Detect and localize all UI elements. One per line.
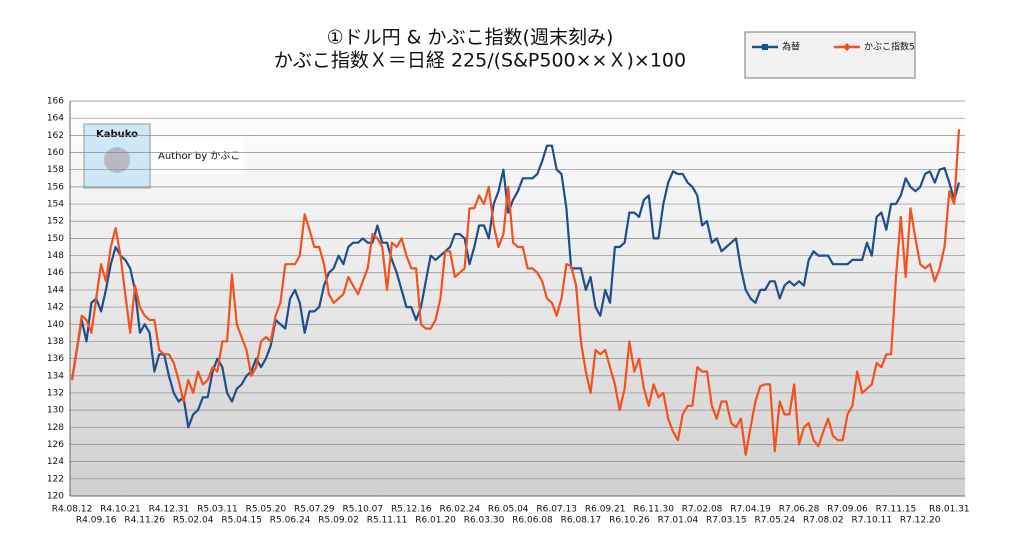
x-tick-label: R6.07.13 (536, 505, 577, 515)
x-tick-label: R7.04.19 (730, 505, 771, 515)
y-tick-label: 164 (47, 114, 64, 124)
y-tick-label: 154 (47, 200, 64, 210)
x-tick-label: R6.03.30 (464, 516, 505, 526)
y-tick-label: 162 (47, 131, 64, 141)
y-tick-label: 122 (47, 474, 64, 484)
y-tick-label: 160 (47, 148, 64, 158)
x-tick-label: R5.12.16 (391, 505, 432, 515)
x-tick-label: R6.09.21 (585, 505, 626, 515)
legend-marker (762, 44, 768, 50)
y-tick-label: 138 (47, 337, 64, 347)
y-tick-label: 128 (47, 423, 64, 433)
author-box (152, 138, 244, 174)
x-tick-label: R6.01.20 (415, 516, 456, 526)
x-tick-label: R7.08.02 (803, 516, 844, 526)
legend-label: かぶこ指数5 (864, 41, 915, 53)
author: Author by かぶこ (158, 150, 240, 162)
y-tick-label: 146 (47, 268, 64, 278)
y-tick-label: 158 (47, 165, 64, 175)
y-tick-label: 144 (47, 285, 64, 295)
x-tick-label: R6.10.26 (609, 516, 650, 526)
x-tick-label: R6.05.04 (488, 505, 529, 515)
logo-cat (104, 147, 130, 173)
x-tick-label: R6.02.24 (439, 505, 480, 515)
x-tick-label: R6.06.08 (512, 516, 553, 526)
x-tick-label: R7.02.08 (682, 505, 723, 515)
x-tick-label: R7.05.24 (755, 516, 796, 526)
x-tick-label: R7.12.20 (900, 516, 941, 526)
x-tick-label: R5.06.24 (270, 516, 311, 526)
x-tick-label: R6.11.30 (633, 505, 674, 515)
legend-marker (843, 43, 851, 51)
x-tick-label: R5.09.02 (318, 516, 359, 526)
y-tick-label: 150 (47, 234, 64, 244)
series-line (70, 129, 961, 456)
x-tick-label: R5.05.20 (246, 505, 287, 515)
x-tick-label: R4.11.26 (124, 516, 165, 526)
legend-box (744, 31, 916, 79)
x-tick-label: R4.12.31 (149, 505, 190, 515)
x-tick-label: R7.01.04 (658, 516, 699, 526)
logo-text: Kabuko (96, 129, 138, 140)
x-tick-label: R5.11.11 (367, 516, 408, 526)
y-tick-label: 152 (47, 217, 64, 227)
x-tick-label: R7.11.15 (876, 505, 917, 515)
x-tick-label: R5.03.11 (197, 505, 238, 515)
y-tick-label: 132 (47, 388, 64, 398)
y-tick-label: 140 (47, 320, 64, 330)
x-tick-label: R6.08.17 (561, 516, 602, 526)
x-tick-label: R5.07.29 (294, 505, 335, 515)
y-tick-label: 126 (47, 440, 64, 450)
y-tick-label: 124 (47, 457, 64, 467)
y-tick-label: 142 (47, 303, 64, 313)
chart-title: ①ドル円 & かぶこ指数(週末刻み) (327, 27, 614, 49)
x-tick-label: R5.04.15 (221, 516, 262, 526)
x-tick-label: R4.08.12 (52, 505, 93, 515)
y-tick-label: 148 (47, 251, 64, 261)
y-tick-label: 130 (47, 406, 64, 416)
y-tick-label: 136 (47, 354, 64, 364)
y-tick-label: 156 (47, 182, 64, 192)
x-tick-label: R7.09.06 (827, 505, 868, 515)
x-tick-label: R4.09.16 (76, 516, 117, 526)
x-tick-label: R8.01.31 (929, 505, 970, 515)
x-tick-label: R5.10.07 (343, 505, 384, 515)
x-tick-label: R4.10.21 (100, 505, 141, 515)
logo: Kabuko Author by かぶこ (83, 123, 244, 189)
y-tick-label: 134 (47, 371, 64, 381)
y-tick-label: 120 (47, 492, 64, 502)
legend-label: 為替 (782, 41, 800, 53)
y-tick-label: 166 (47, 97, 64, 107)
x-tick-label: R7.03.15 (706, 516, 747, 526)
x-tick-label: R5.02.04 (173, 516, 214, 526)
chart-subtitle: かぶこ指数Ｘ＝日経 225/(S&P500××Ｘ)×100 (274, 50, 686, 72)
x-tick-label: R7.10.11 (851, 516, 892, 526)
x-tick-label: R7.06.28 (779, 505, 820, 515)
